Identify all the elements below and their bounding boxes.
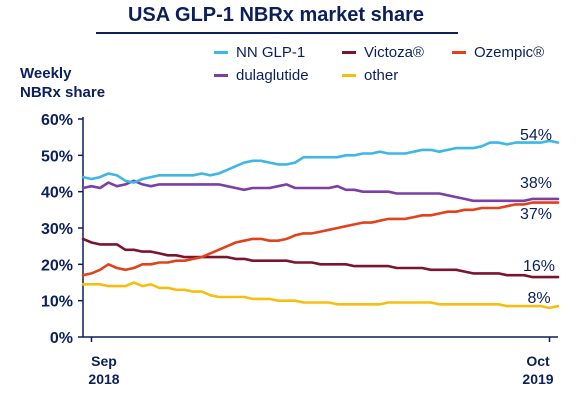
- legend-swatch-victoza: [342, 51, 356, 54]
- y-tick-label: 40%: [41, 185, 73, 202]
- legend-label-nn-glp1: NN GLP-1: [236, 44, 306, 61]
- legend-label-dulaglutide: dulaglutide: [236, 67, 309, 84]
- legend-swatch-dulaglutide: [214, 74, 228, 77]
- series-line-nn-glp1: [81, 139, 560, 184]
- x-tick-start-month: Sep: [91, 353, 117, 369]
- x-tick-end-year: 2019: [522, 371, 554, 387]
- x-tick-end: Oct 2019: [508, 352, 568, 388]
- end-label-other: 8%: [527, 290, 550, 307]
- end-label-ozempic: 37%: [520, 206, 552, 223]
- end-label-dulaglutide: 38%: [520, 175, 552, 192]
- y-tick-label: 30%: [41, 221, 73, 238]
- end-label-nn-glp1: 54%: [520, 127, 552, 144]
- legend-label-victoza: Victoza®: [364, 44, 424, 61]
- series-line-ozempic: [81, 201, 560, 277]
- legend-item-victoza: Victoza®: [342, 44, 424, 61]
- y-tick-label: 20%: [41, 257, 73, 274]
- series-line-other: [81, 281, 560, 310]
- legend-item-other: other: [342, 67, 398, 84]
- y-axis-label-line2: NBRx share: [20, 84, 106, 101]
- y-tick-label: 50%: [41, 148, 73, 165]
- x-tick-start-year: 2018: [88, 371, 120, 387]
- series-line-victoza: [81, 237, 560, 279]
- x-tick-end-month: Oct: [526, 353, 550, 369]
- legend-label-other: other: [364, 67, 399, 84]
- legend-item-ozempic: Ozempic®: [452, 44, 544, 61]
- title-underline: [96, 32, 458, 34]
- y-tick-label: 60%: [41, 112, 73, 129]
- end-label-victoza: 16%: [523, 258, 555, 275]
- y-tick-label: 0%: [50, 330, 73, 347]
- legend-item-nn-glp1: NN GLP-1: [214, 44, 305, 61]
- chart-title: USA GLP-1 NBRx market share: [127, 4, 425, 26]
- legend-swatch-nn-glp1: [214, 51, 228, 54]
- legend-label-ozempic: Ozempic®: [474, 44, 545, 61]
- legend-swatch-other: [342, 74, 356, 77]
- y-tick-label: 10%: [41, 294, 73, 311]
- legend-item-dulaglutide: dulaglutide: [214, 67, 309, 84]
- y-axis-label: Weekly NBRx share: [20, 64, 105, 102]
- y-axis-label-line1: Weekly: [20, 65, 72, 82]
- series-line-dulaglutide: [81, 179, 560, 203]
- x-tick-start: Sep 2018: [74, 352, 134, 388]
- legend-swatch-ozempic: [452, 51, 466, 54]
